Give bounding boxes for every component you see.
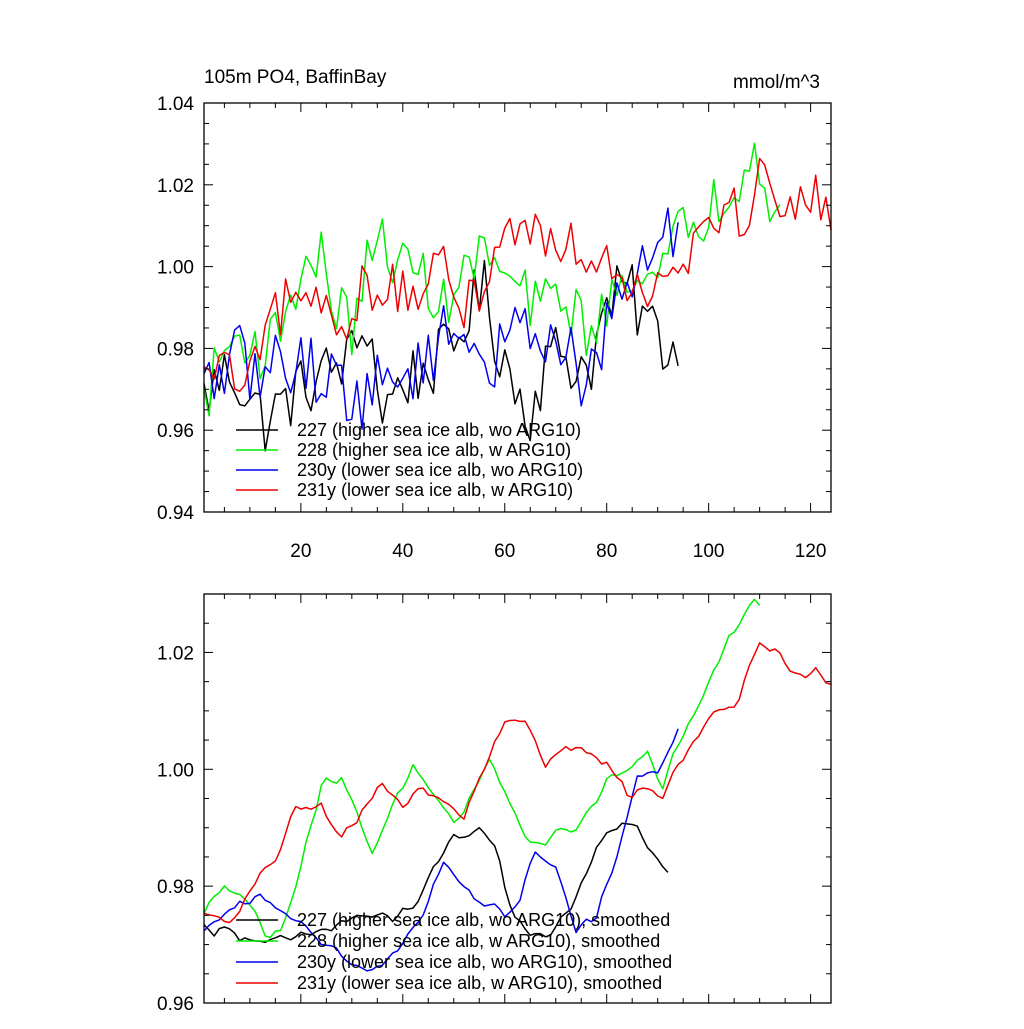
y-tick-label: 1.04	[157, 94, 194, 115]
series-line-4	[203, 642, 832, 924]
x-tick-label: 120	[795, 541, 827, 562]
y-tick-label: 1.02	[157, 176, 194, 197]
series-line-2	[203, 142, 781, 417]
top-series-lines	[203, 142, 832, 452]
top-x-tick-labels: 20 40 60 80 100 120	[290, 541, 826, 562]
chart-title: 105m PO4, BaffinBay	[204, 67, 387, 88]
y-tick-label: 0.96	[157, 994, 194, 1015]
bottom-panel: 0.96 0.98 1.00 1.02 227 (higher sea ice alb…	[157, 593, 832, 1015]
top-plot-frame	[203, 102, 832, 513]
units-label: mmol/m^3	[733, 72, 820, 93]
top-panel: 105m PO4, BaffinBay mmol/m^3 0.940.960.9…	[157, 67, 832, 562]
x-tick-label: 100	[693, 541, 725, 562]
x-tick-label: 20	[290, 541, 311, 562]
y-tick-label: 0.98	[157, 877, 194, 898]
legend-label: 228 (higher sea ice alb, w ARG10)	[297, 440, 571, 460]
y-tick-label: 1.00	[157, 258, 194, 279]
legend-label: 227 (higher sea ice alb, wo ARG10), smoo…	[297, 910, 670, 930]
series-line-3	[203, 207, 679, 430]
series-line-4	[203, 157, 832, 393]
y-tick-label: 0.96	[157, 421, 194, 442]
legend-label: 231y (lower sea ice alb, w ARG10)	[297, 480, 573, 500]
bottom-axis-ticks	[204, 593, 831, 1004]
legend-label: 227 (higher sea ice alb, wo ARG10)	[297, 420, 581, 440]
bottom-y-tick-labels: 0.96 0.98 1.00 1.02	[157, 643, 194, 1015]
y-tick-label: 0.98	[157, 339, 194, 360]
series-line-3	[203, 728, 679, 972]
legend-label: 230y (lower sea ice alb, wo ARG10)	[297, 460, 583, 480]
legend-label: 228 (higher sea ice alb, w ARG10), smoot…	[297, 931, 660, 951]
top-axis-ticks	[204, 102, 831, 513]
y-tick-label: 0.94	[157, 503, 194, 524]
bottom-legend: 227 (higher sea ice alb, wo ARG10), smoo…	[236, 910, 672, 993]
legend-label: 230y (lower sea ice alb, wo ARG10), smoo…	[297, 952, 672, 972]
bottom-series-lines	[203, 598, 832, 972]
y-tick-label: 1.00	[157, 760, 194, 781]
top-legend: 227 (higher sea ice alb, wo ARG10)228 (h…	[236, 420, 583, 500]
top-y-tick-labels: 0.94 0.96 0.98 1.00 1.02 1.04	[157, 94, 194, 524]
bottom-plot-frame	[203, 593, 832, 1004]
legend-label: 231y (lower sea ice alb, w ARG10), smoot…	[297, 973, 662, 993]
series-line-1	[203, 822, 669, 944]
x-tick-label: 80	[596, 541, 617, 562]
x-tick-label: 40	[392, 541, 413, 562]
x-tick-label: 60	[494, 541, 515, 562]
y-tick-label: 1.02	[157, 643, 194, 664]
